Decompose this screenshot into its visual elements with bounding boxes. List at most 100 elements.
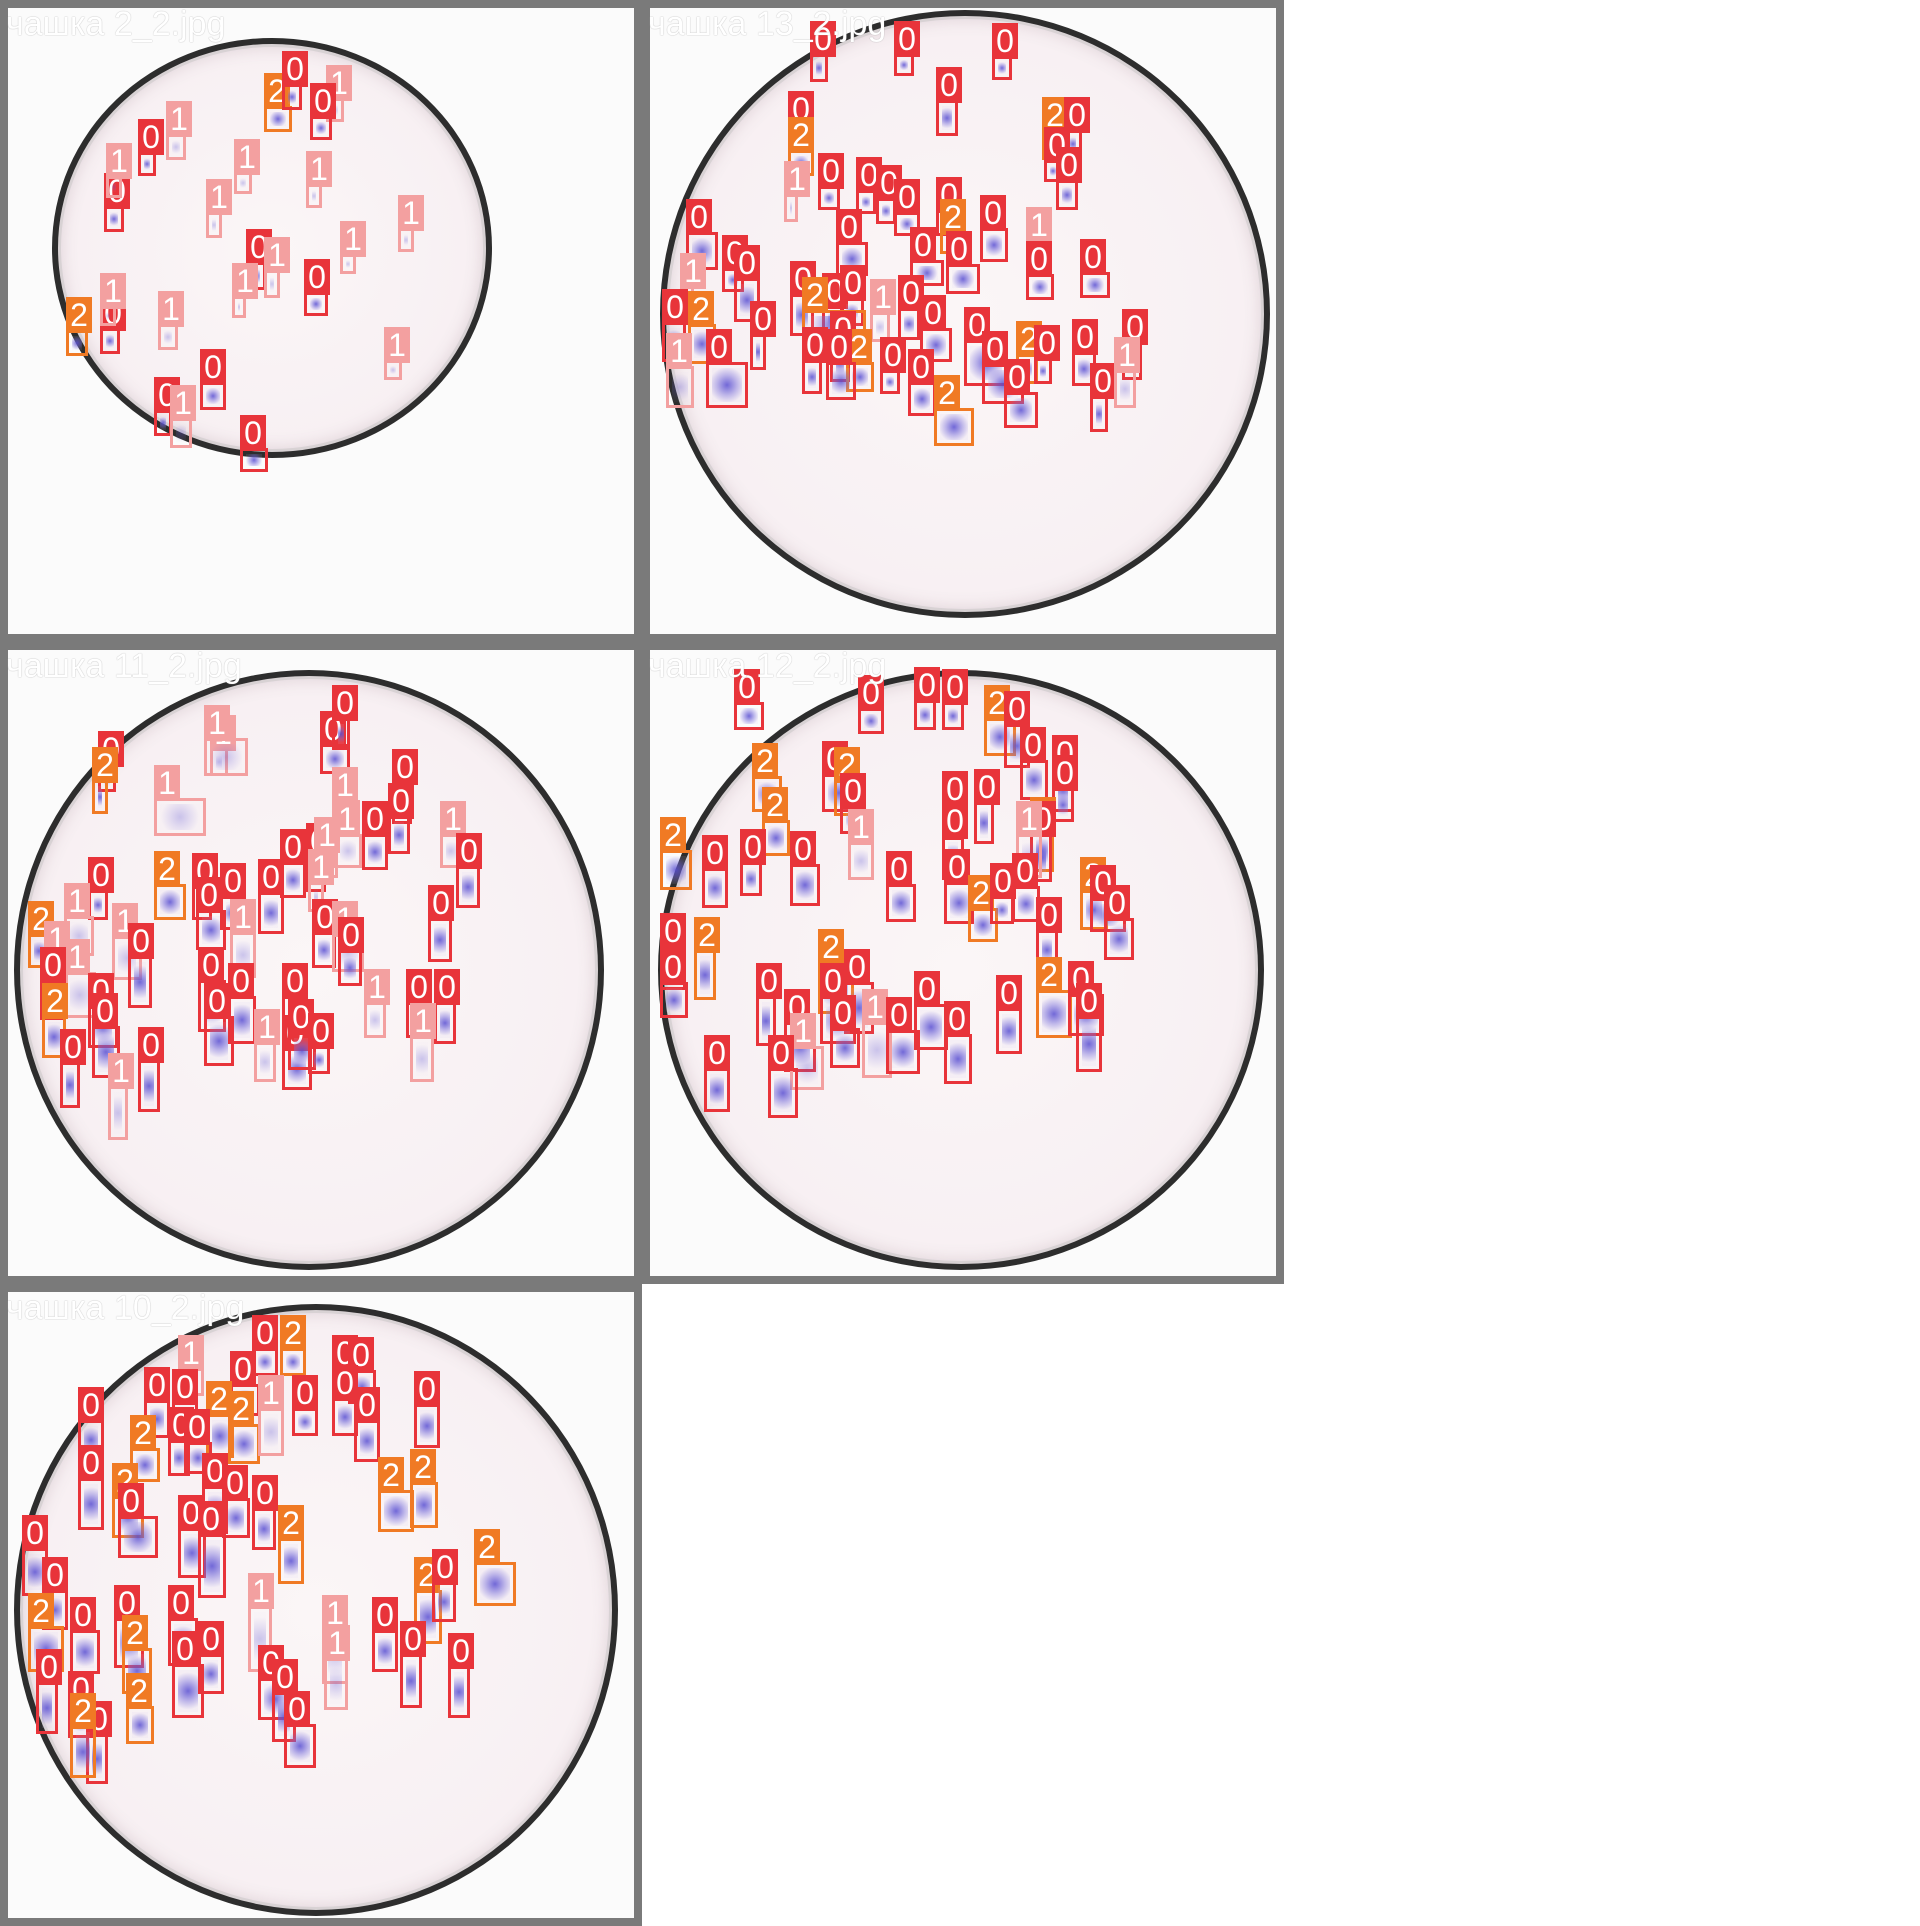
- class-label: 0: [456, 833, 482, 869]
- class-label: 0: [362, 801, 388, 837]
- class-label: 0: [406, 969, 432, 1005]
- detection-box: 2: [762, 787, 790, 856]
- class-label: 1: [230, 899, 256, 935]
- tile-image: 1100021010101001020000112011010011002000…: [8, 650, 634, 1276]
- class-label: 0: [858, 675, 884, 711]
- detection-box: 0: [1020, 727, 1048, 800]
- colony: [816, 60, 822, 76]
- class-label: 0: [240, 415, 266, 451]
- colony: [144, 158, 150, 170]
- detection-box: 0: [946, 231, 980, 294]
- colony: [114, 1092, 122, 1134]
- class-label: 0: [230, 1351, 256, 1387]
- colony: [1026, 766, 1042, 794]
- colony: [462, 872, 474, 902]
- class-label: 0: [432, 1549, 458, 1585]
- colony: [346, 260, 350, 268]
- detection-box: 0: [706, 329, 748, 408]
- colony: [92, 1740, 102, 1778]
- colony: [48, 1022, 60, 1052]
- class-label: 1: [154, 765, 180, 801]
- colony: [712, 368, 742, 402]
- colony: [28, 1554, 42, 1590]
- detection-box: 1: [234, 139, 260, 194]
- detection-box: 0: [332, 685, 358, 750]
- class-label: 0: [734, 669, 760, 705]
- class-label: 2: [752, 743, 778, 779]
- detection-box: 0: [144, 1367, 170, 1438]
- class-label: 0: [820, 963, 846, 999]
- detection-box: 0: [118, 1483, 158, 1558]
- class-label: 0: [282, 51, 308, 87]
- colony: [790, 200, 792, 216]
- colony: [1120, 376, 1130, 402]
- detection-box: 0: [434, 969, 460, 1044]
- class-label: 0: [288, 999, 314, 1035]
- colony: [132, 1712, 148, 1738]
- colony: [1058, 794, 1068, 816]
- detection-box: 0: [750, 301, 776, 370]
- detection-box: 0: [338, 917, 364, 986]
- detection-box: 0: [996, 975, 1022, 1054]
- class-label: 0: [660, 949, 686, 985]
- detection-box: 0: [284, 1691, 316, 1768]
- class-label: 2: [126, 1673, 152, 1709]
- detection-box: 0: [936, 67, 962, 136]
- class-label: 0: [128, 923, 154, 959]
- class-label: 2: [264, 73, 290, 109]
- class-label: 0: [1020, 727, 1046, 763]
- colony: [106, 312, 110, 320]
- detection-box: 1: [108, 1053, 134, 1140]
- class-label: 0: [894, 21, 920, 57]
- class-label: 0: [910, 227, 936, 263]
- class-label: 2: [818, 929, 844, 965]
- class-label: 1: [862, 989, 888, 1025]
- class-label: 0: [768, 1035, 794, 1071]
- detection-box: 0: [282, 51, 308, 110]
- colony: [204, 1660, 218, 1688]
- detection-box: 1: [258, 1375, 284, 1456]
- class-label: 0: [880, 337, 906, 373]
- colony: [298, 1414, 312, 1430]
- class-label: 2: [228, 1391, 254, 1427]
- class-label: 2: [940, 199, 966, 235]
- class-label: 0: [982, 331, 1008, 367]
- colony: [106, 334, 114, 348]
- detection-box: 0: [886, 851, 916, 922]
- class-label: 0: [936, 67, 962, 103]
- class-label: 0: [338, 917, 364, 953]
- colony: [886, 376, 894, 388]
- class-label: 0: [292, 1375, 318, 1411]
- detection-box: 1: [384, 327, 410, 380]
- colony: [246, 454, 262, 466]
- detection-box: 0: [138, 119, 164, 176]
- class-label: 0: [826, 329, 852, 365]
- class-label: 0: [400, 1621, 426, 1657]
- detection-box: 1: [154, 765, 206, 836]
- class-label: 0: [702, 835, 728, 871]
- colony: [312, 190, 316, 202]
- class-label: 2: [474, 1529, 500, 1565]
- detection-box: 0: [858, 675, 884, 734]
- colony: [864, 714, 878, 728]
- detection-box: 0: [734, 669, 764, 730]
- colony: [900, 60, 908, 70]
- colony: [762, 1002, 770, 1040]
- class-label: 0: [78, 1387, 104, 1423]
- detection-box: 1: [870, 279, 896, 342]
- detection-box: 0: [1104, 885, 1134, 960]
- detection-box: 1: [1114, 337, 1140, 408]
- class-label: 0: [802, 327, 828, 363]
- class-label: 1: [324, 1625, 350, 1661]
- colony: [1096, 402, 1102, 426]
- class-label: 0: [308, 1013, 334, 1049]
- detection-box: 0: [886, 997, 920, 1074]
- detection-box: 0: [876, 165, 902, 224]
- colony: [202, 916, 220, 944]
- class-label: 2: [378, 1457, 404, 1493]
- image-tile-2: 0000200201000000002100001000000210200002…: [642, 0, 1284, 642]
- detection-box: 1: [100, 273, 126, 326]
- detection-box: 2: [264, 73, 292, 132]
- class-label: 0: [138, 119, 164, 155]
